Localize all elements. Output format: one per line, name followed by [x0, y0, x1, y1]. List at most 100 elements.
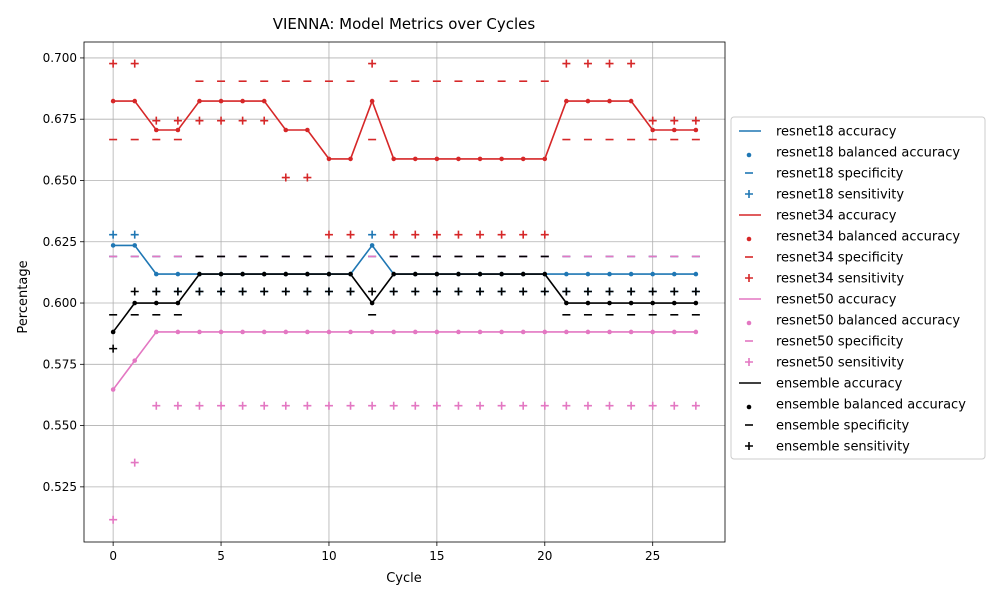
y-axis-label: Percentage — [16, 260, 31, 333]
resnet50-sensitivity-point — [303, 401, 312, 410]
resnet50-balanced-accuracy-point — [542, 329, 548, 335]
ensemble-sensitivity-point — [670, 287, 679, 296]
resnet34-sensitivity-point — [476, 230, 485, 239]
resnet18-balanced-accuracy-point — [650, 271, 655, 277]
resnet18-balanced-accuracy-point — [607, 271, 612, 277]
resnet34-balanced-accuracy-point — [671, 127, 677, 133]
resnet50-balanced-accuracy-point — [650, 329, 655, 335]
resnet34-sensitivity-point — [238, 116, 247, 125]
resnet34-balanced-accuracy-point — [607, 98, 612, 104]
resnet18-sensitivity-point — [130, 230, 139, 239]
resnet34-balanced-accuracy-point — [477, 156, 483, 162]
legend-dot-swatch — [746, 404, 752, 410]
resnet50-balanced-accuracy-point — [693, 329, 699, 335]
resnet34-balanced-accuracy-point — [391, 156, 397, 162]
resnet34-balanced-accuracy-point — [434, 156, 440, 162]
ensemble-sensitivity-point — [195, 287, 204, 296]
legend-entry-label: ensemble balanced accuracy — [776, 398, 966, 413]
resnet18-sensitivity-point — [109, 230, 118, 239]
legend-entry-label: resnet18 sensitivity — [776, 188, 904, 203]
chart-legend: resnet18 accuracy resnet18 balanced accur… — [730, 116, 986, 460]
resnet34-balanced-accuracy-point — [628, 98, 634, 104]
legend-dot-swatch — [746, 152, 752, 158]
resnet50-balanced-accuracy-point — [499, 329, 504, 335]
ensemble-sensitivity-point — [303, 287, 312, 296]
ensemble-accuracy-line — [112, 273, 696, 333]
resnet50-sensitivity-point — [583, 401, 592, 410]
ensemble-balanced-accuracy-point — [520, 271, 526, 277]
ensemble-balanced-accuracy-point — [628, 300, 634, 306]
legend-entry-label: resnet50 accuracy — [776, 293, 897, 308]
legend-plus-swatch — [745, 358, 753, 366]
x-tick-label: 10 — [321, 549, 336, 563]
resnet50-sensitivity-point — [605, 401, 614, 410]
resnet50-balanced-accuracy-point — [607, 329, 612, 335]
resnet50-sensitivity-point — [109, 515, 118, 524]
ensemble-sensitivity-point — [454, 287, 463, 296]
ensemble-balanced-accuracy-point — [110, 329, 116, 335]
resnet18-balanced-accuracy-point — [628, 271, 634, 277]
resnet18-sensitivity-point — [368, 230, 377, 239]
resnet34-balanced-accuracy-point — [585, 98, 591, 104]
resnet18-accuracy-line — [113, 244, 696, 275]
x-tick-label: 25 — [645, 549, 660, 563]
resnet50-balanced-accuracy-point — [154, 329, 159, 335]
ensemble-balanced-accuracy-point — [542, 271, 548, 277]
resnet34-balanced-accuracy-point — [110, 98, 116, 104]
y-tick-label: 0.600 — [43, 296, 77, 310]
resnet50-sensitivity-point — [411, 401, 420, 410]
resnet50-sensitivity-point — [389, 401, 398, 410]
resnet50-sensitivity-point — [173, 401, 182, 410]
legend-entry-label: ensemble specificity — [776, 419, 909, 434]
ensemble-balanced-accuracy-point — [132, 300, 138, 306]
resnet34-sensitivity-point — [411, 230, 420, 239]
resnet50-sensitivity-point — [217, 401, 226, 410]
ensemble-sensitivity-point — [281, 287, 290, 296]
balanced-accuracy-markers — [110, 98, 699, 392]
resnet18-balanced-accuracy-point — [369, 243, 375, 248]
ensemble-sensitivity-point — [519, 287, 528, 296]
resnet34-sensitivity-point — [497, 230, 506, 239]
ensemble-sensitivity-point — [152, 287, 161, 296]
resnet18-balanced-accuracy-point — [564, 271, 569, 277]
y-tick-label: 0.700 — [43, 51, 77, 65]
resnet50-balanced-accuracy-point — [391, 329, 397, 335]
resnet50-balanced-accuracy-point — [110, 387, 116, 392]
y-tick-label: 0.625 — [43, 235, 77, 249]
resnet34-sensitivity-point — [432, 230, 441, 239]
resnet50-sensitivity-point — [130, 458, 139, 467]
resnet50-balanced-accuracy-point — [477, 329, 483, 335]
resnet50-balanced-accuracy-point — [132, 358, 138, 363]
resnet50-sensitivity-point — [368, 401, 377, 410]
resnet50-balanced-accuracy-point — [175, 329, 181, 335]
ensemble-sensitivity-point — [476, 287, 485, 296]
ensemble-sensitivity-point — [109, 344, 118, 353]
resnet34-balanced-accuracy-point — [348, 156, 353, 162]
resnet34-balanced-accuracy-point — [261, 98, 267, 104]
resnet50-sensitivity-point — [497, 401, 506, 410]
resnet34-balanced-accuracy-point — [693, 127, 699, 133]
ensemble-balanced-accuracy-point — [671, 300, 677, 306]
resnet50-sensitivity-point — [670, 401, 679, 410]
resnet50-sensitivity-point — [691, 401, 700, 410]
y-tick-label: 0.675 — [43, 112, 77, 126]
ensemble-balanced-accuracy-point — [348, 271, 353, 277]
legend-entry-label: resnet18 balanced accuracy — [776, 146, 960, 161]
ensemble-balanced-accuracy-point — [197, 271, 202, 277]
resnet50-balanced-accuracy-point — [520, 329, 526, 335]
resnet34-balanced-accuracy-point — [154, 127, 159, 133]
resnet50-sensitivity-point — [648, 401, 657, 410]
resnet34-balanced-accuracy-point — [456, 156, 461, 162]
ensemble-balanced-accuracy-point — [175, 300, 181, 306]
legend-entry-label: ensemble sensitivity — [776, 440, 910, 455]
resnet34-sensitivity-point — [260, 116, 269, 125]
ensemble-sensitivity-point — [324, 287, 333, 296]
resnet34-sensitivity-point — [303, 173, 312, 182]
resnet50-balanced-accuracy-point — [434, 329, 440, 335]
resnet18-balanced-accuracy-point — [671, 271, 677, 277]
resnet34-balanced-accuracy-point — [542, 156, 548, 162]
ensemble-sensitivity-point — [173, 287, 182, 296]
resnet18-balanced-accuracy-point — [110, 243, 116, 248]
resnet34-balanced-accuracy-point — [240, 98, 245, 104]
